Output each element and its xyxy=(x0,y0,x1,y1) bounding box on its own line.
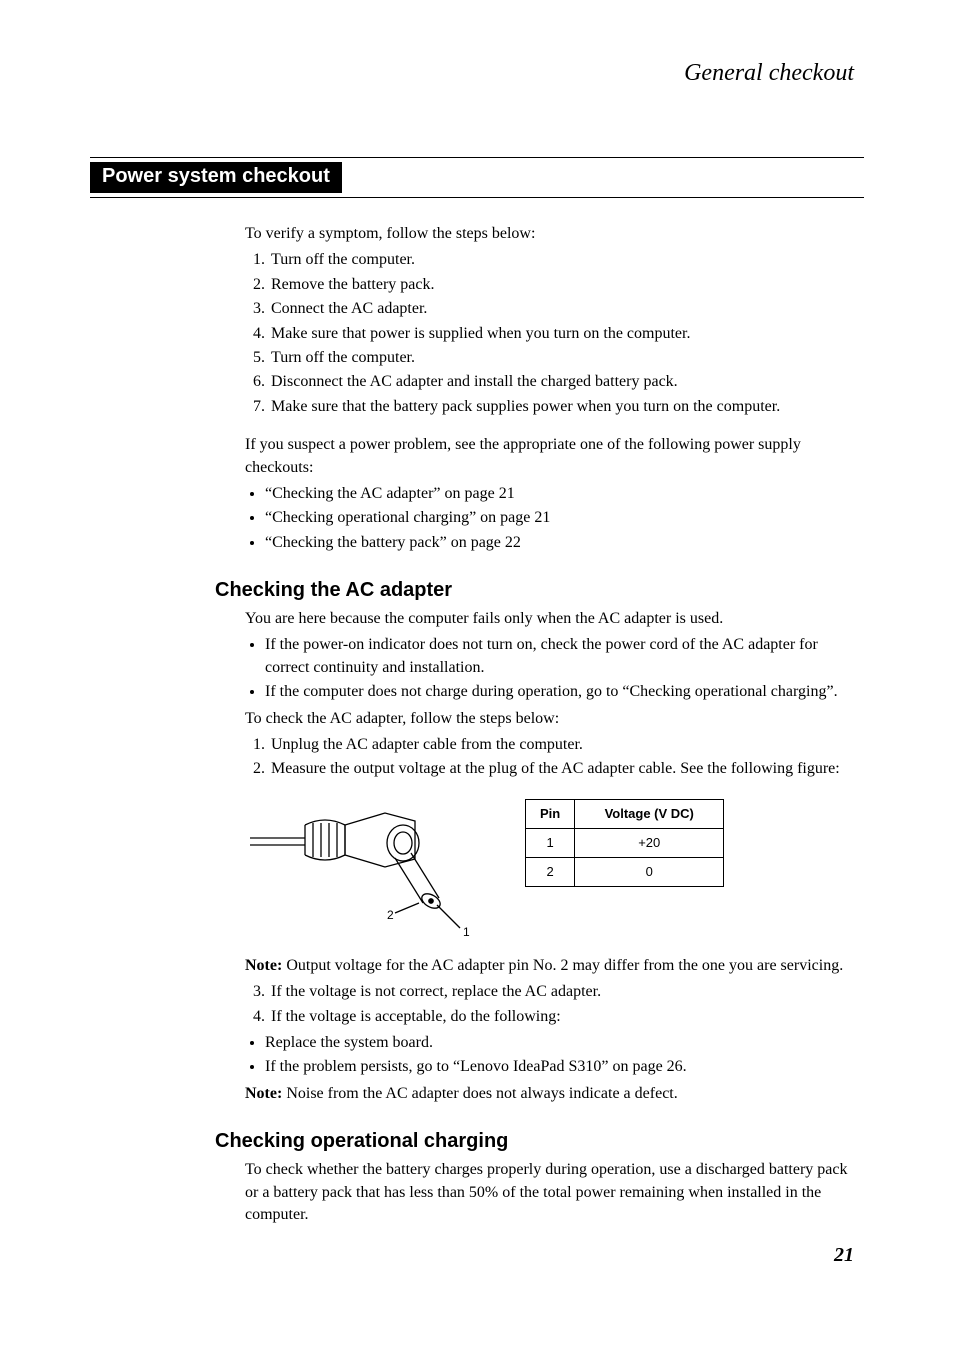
note-label: Note: xyxy=(245,957,282,974)
list-item: Replace the system board. xyxy=(265,1032,864,1054)
page-number: 21 xyxy=(90,1244,864,1267)
note-2: Note: Noise from the AC adapter does not… xyxy=(245,1083,864,1105)
ac-plug-diagram: 2 1 xyxy=(245,793,505,943)
list-item: Make sure that power is supplied when yo… xyxy=(269,323,864,345)
intro-text: To verify a symptom, follow the steps be… xyxy=(245,223,864,245)
list-item: Turn off the computer. xyxy=(269,249,864,271)
section-title: Power system checkout xyxy=(90,162,342,193)
checkout-refs: “Checking the AC adapter” on page 21 “Ch… xyxy=(245,483,864,554)
ac-check-lead: To check the AC adapter, follow the step… xyxy=(245,708,864,730)
list-item: Remove the battery pack. xyxy=(269,274,864,296)
ac-adapter-heading: Checking the AC adapter xyxy=(215,579,864,602)
table-row: Pin Voltage (V DC) xyxy=(526,799,724,828)
note-text: Output voltage for the AC adapter pin No… xyxy=(282,957,843,974)
op-charging-heading: Checking operational charging xyxy=(215,1130,864,1153)
td-pin: 2 xyxy=(526,858,575,887)
td-volt: +20 xyxy=(575,829,724,858)
ac-steps-1-2: Unplug the AC adapter cable from the com… xyxy=(245,734,864,781)
list-item: If the computer does not charge during o… xyxy=(265,681,864,703)
suspect-intro: If you suspect a power problem, see the … xyxy=(245,434,864,479)
td-volt: 0 xyxy=(575,858,724,887)
th-volt: Voltage (V DC) xyxy=(575,799,724,828)
list-item: If the power-on indicator does not turn … xyxy=(265,634,864,679)
voltage-table: Pin Voltage (V DC) 1 +20 2 0 xyxy=(525,799,724,888)
ac-lead: You are here because the computer fails … xyxy=(245,608,864,630)
running-head: General checkout xyxy=(90,60,864,87)
ac-post-bullets: Replace the system board. If the problem… xyxy=(245,1032,864,1079)
list-item: “Checking the battery pack” on page 22 xyxy=(265,532,864,554)
list-item: “Checking operational charging” on page … xyxy=(265,507,864,529)
table-row: 2 0 xyxy=(526,858,724,887)
list-item: If the problem persists, go to “Lenovo I… xyxy=(265,1056,864,1078)
list-item: If the voltage is acceptable, do the fol… xyxy=(269,1006,864,1028)
list-item: Make sure that the battery pack supplies… xyxy=(269,396,864,418)
op-charging-para: To check whether the battery charges pro… xyxy=(245,1159,864,1226)
note-text: Noise from the AC adapter does not alway… xyxy=(282,1085,677,1102)
ac-steps-3-4: If the voltage is not correct, replace t… xyxy=(245,981,864,1028)
section-banner: Power system checkout xyxy=(90,157,864,198)
th-pin: Pin xyxy=(526,799,575,828)
pin1-label: 1 xyxy=(463,925,470,939)
note-label: Note: xyxy=(245,1085,282,1102)
list-item: Measure the output voltage at the plug o… xyxy=(269,758,864,780)
verify-steps: Turn off the computer. Remove the batter… xyxy=(245,249,864,418)
list-item: Disconnect the AC adapter and install th… xyxy=(269,371,864,393)
list-item: If the voltage is not correct, replace t… xyxy=(269,981,864,1003)
ac-plug-figure-row: 2 1 Pin Voltage (V DC) 1 +20 2 0 xyxy=(245,793,864,943)
note-1: Note: Output voltage for the AC adapter … xyxy=(245,955,864,977)
list-item: “Checking the AC adapter” on page 21 xyxy=(265,483,864,505)
td-pin: 1 xyxy=(526,829,575,858)
table-row: 1 +20 xyxy=(526,829,724,858)
list-item: Unplug the AC adapter cable from the com… xyxy=(269,734,864,756)
pin2-label: 2 xyxy=(387,908,394,922)
list-item: Connect the AC adapter. xyxy=(269,298,864,320)
ac-bullets: If the power-on indicator does not turn … xyxy=(245,634,864,703)
list-item: Turn off the computer. xyxy=(269,347,864,369)
